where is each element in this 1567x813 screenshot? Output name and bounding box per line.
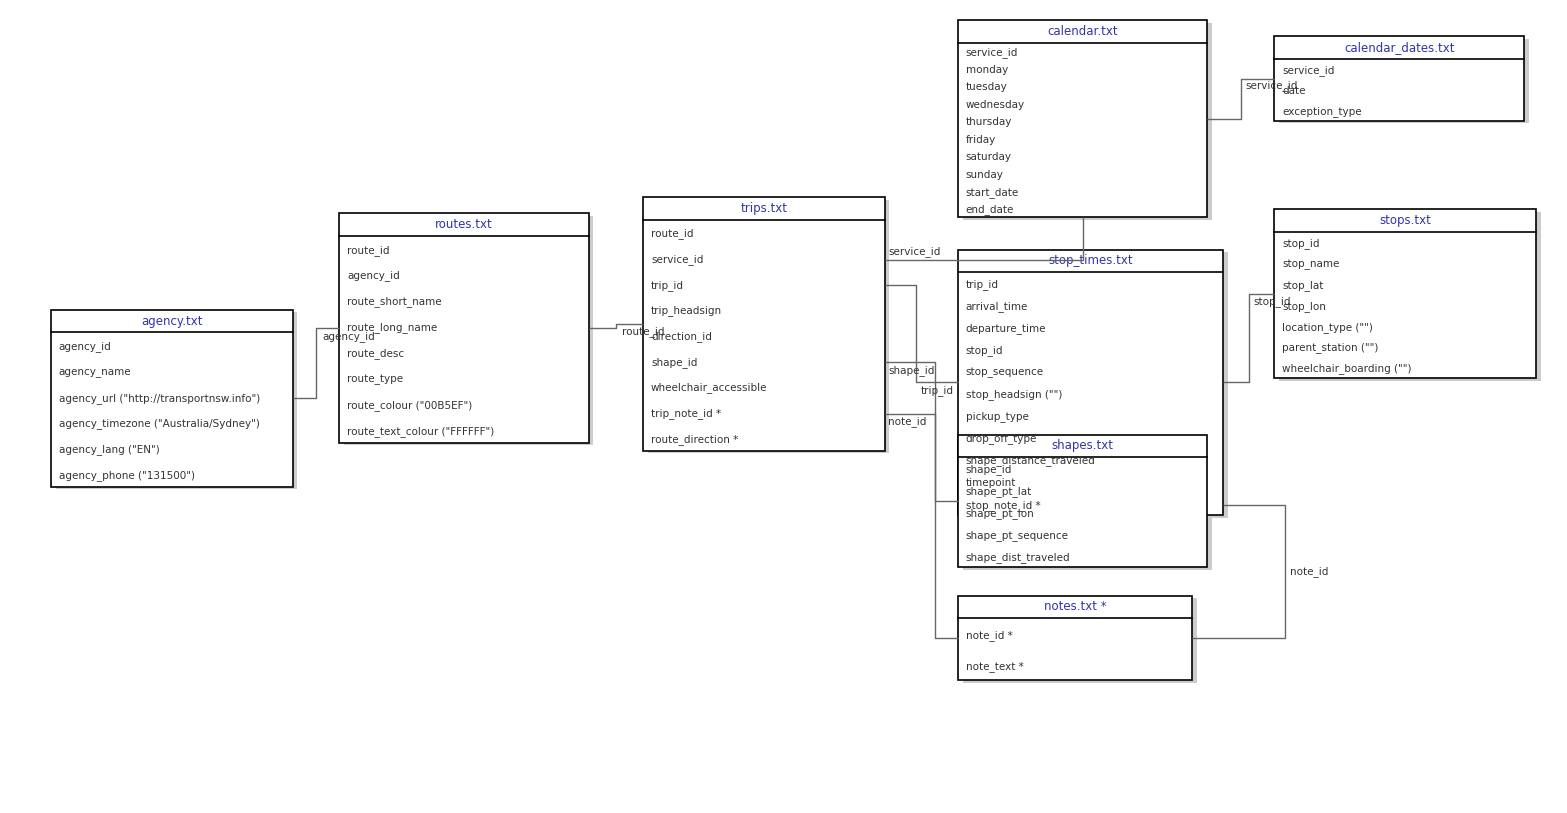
Text: agency_name: agency_name [58,367,132,377]
Text: service_id: service_id [650,254,704,265]
Text: friday: friday [965,135,997,145]
Text: route_long_name: route_long_name [346,322,437,333]
Text: agency_url ("http://transportnsw.info"): agency_url ("http://transportnsw.info") [58,393,260,403]
Text: route_id: route_id [650,228,694,239]
Text: shape_id: shape_id [650,357,697,367]
Text: trip_id: trip_id [650,280,685,291]
Text: route_colour ("00B5EF"): route_colour ("00B5EF") [346,400,472,411]
Text: wheelchair_accessible: wheelchair_accessible [650,382,768,393]
Text: note_id *: note_id * [965,630,1012,641]
Bar [647,200,890,453]
Text: saturday: saturday [965,152,1012,162]
Text: stop_lat: stop_lat [1282,280,1324,291]
Text: trip_id: trip_id [921,385,954,396]
Text: agency_id: agency_id [58,341,111,352]
Text: agency_id: agency_id [323,331,375,342]
Text: exception_type: exception_type [1282,106,1362,117]
Text: agency_phone ("131500"): agency_phone ("131500") [58,470,194,480]
Text: thursday: thursday [965,117,1012,128]
Text: stop_note_id *: stop_note_id * [965,500,1040,511]
Text: stop_name: stop_name [1282,259,1340,270]
Text: stop_id: stop_id [1282,238,1319,249]
Text: note_id: note_id [1290,566,1329,577]
Bar [962,437,1213,570]
Bar [642,198,885,450]
Bar [957,250,1224,515]
Text: parent_station (""): parent_station ("") [1282,342,1379,354]
Bar [55,312,298,489]
Text: stop_headsign (""): stop_headsign ("") [965,389,1062,400]
Text: trip_id: trip_id [965,279,998,289]
Text: trips.txt: trips.txt [741,202,788,215]
Text: note_id: note_id [888,416,926,427]
Text: route_short_name: route_short_name [346,297,442,307]
Text: agency.txt: agency.txt [141,315,202,328]
Text: monday: monday [965,65,1008,75]
Text: service_id: service_id [888,246,940,257]
Text: stop_times.txt: stop_times.txt [1048,254,1133,267]
Text: service_id: service_id [965,47,1019,58]
Text: trip_note_id *: trip_note_id * [650,408,721,419]
Text: shape_pt_lon: shape_pt_lon [965,508,1034,519]
Bar [340,213,589,443]
Text: shape_id: shape_id [888,365,934,376]
Text: notes.txt *: notes.txt * [1044,600,1106,613]
Text: sunday: sunday [965,170,1004,180]
Text: route_type: route_type [346,374,403,385]
Text: agency_timezone ("Australia/Sydney"): agency_timezone ("Australia/Sydney") [58,419,260,429]
Text: trip_headsign: trip_headsign [650,306,722,316]
Text: stop_lon: stop_lon [1282,301,1326,311]
Text: agency_id: agency_id [346,271,400,281]
Bar [1279,211,1540,380]
Text: shape_distance_traveled: shape_distance_traveled [965,455,1095,467]
Text: wheelchair_boarding (""): wheelchair_boarding ("") [1282,363,1412,374]
Text: calendar.txt: calendar.txt [1047,25,1119,38]
Text: agency_lang ("EN"): agency_lang ("EN") [58,444,160,455]
Text: tuesday: tuesday [965,82,1008,93]
Text: route_id: route_id [622,327,664,337]
Text: service_id: service_id [1282,65,1335,76]
Bar [50,310,293,487]
Text: route_direction *: route_direction * [650,434,738,445]
Text: drop_off_type: drop_off_type [965,433,1037,445]
Text: wednesday: wednesday [965,100,1025,110]
Text: stop_sequence: stop_sequence [965,367,1044,378]
Text: stops.txt: stops.txt [1379,214,1431,227]
Text: calendar_dates.txt: calendar_dates.txt [1344,41,1454,54]
Bar [957,20,1208,217]
Bar [343,215,594,446]
Bar [1274,37,1523,121]
Text: route_id: route_id [346,245,390,255]
Text: location_type (""): location_type ("") [1282,322,1373,333]
Text: pickup_type: pickup_type [965,411,1030,422]
Text: note_text *: note_text * [965,661,1023,672]
Bar [962,23,1213,220]
Text: end_date: end_date [965,204,1014,215]
Text: stop_id: stop_id [1254,296,1291,307]
Text: shape_pt_sequence: shape_pt_sequence [965,530,1069,541]
Text: departure_time: departure_time [965,323,1047,334]
Text: arrival_time: arrival_time [965,301,1028,312]
Bar [957,435,1208,567]
Bar [1274,210,1536,378]
Text: shapes.txt: shapes.txt [1051,440,1114,452]
Bar [962,252,1227,518]
Text: routes.txt: routes.txt [436,218,494,231]
Text: date: date [1282,86,1305,96]
Text: shape_dist_traveled: shape_dist_traveled [965,552,1070,563]
Text: route_text_colour ("FFFFFF"): route_text_colour ("FFFFFF") [346,426,494,437]
Bar [1279,39,1528,124]
Text: shape_pt_lat: shape_pt_lat [965,486,1033,497]
Text: route_desc: route_desc [346,348,404,359]
Text: shape_id: shape_id [965,464,1012,475]
Text: service_id: service_id [1246,80,1297,91]
Text: direction_id: direction_id [650,331,711,342]
Bar [962,598,1197,682]
Bar [957,596,1192,680]
Text: start_date: start_date [965,187,1019,198]
Text: stop_id: stop_id [965,345,1003,356]
Text: timepoint: timepoint [965,478,1017,488]
